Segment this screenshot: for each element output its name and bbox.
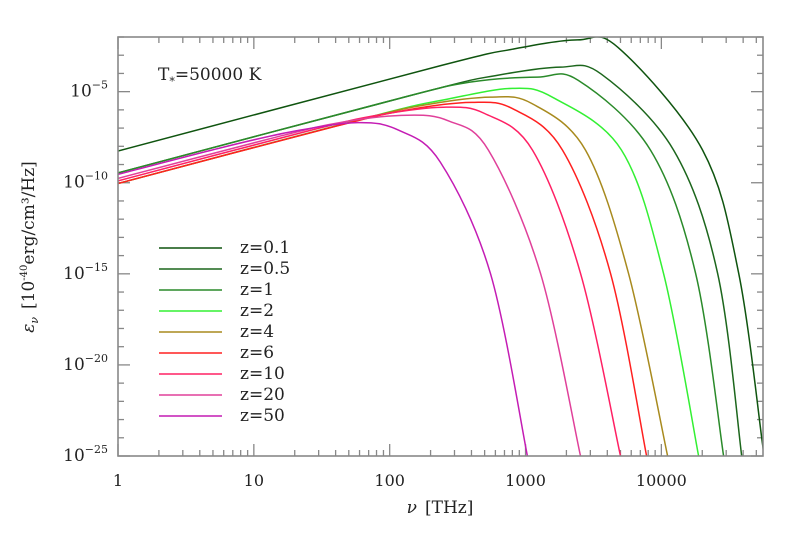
series-line-z-6 (118, 101, 648, 456)
legend-label: z=2 (240, 301, 274, 321)
legend-label: z=0.5 (240, 259, 290, 279)
legend-label: z=50 (240, 406, 285, 426)
legend-label: z=4 (240, 322, 274, 342)
y-tick-label: 10−10 (63, 170, 108, 193)
temperature-annotation: T*=50000 K (158, 65, 262, 88)
plot-frame (117, 36, 764, 457)
legend-label: z=0.1 (240, 238, 290, 258)
y-axis-label: εν[10-40erg/cm³/Hz] (19, 161, 41, 333)
legend-label: z=6 (240, 343, 274, 363)
y-tick-label: 10−15 (63, 261, 108, 284)
legend: z=0.1z=0.5z=1z=2z=4z=6z=10z=20z=50 (159, 238, 290, 426)
x-tick-label: 100 (374, 471, 405, 490)
y-tick-labels: 10−5 10−10 10−15 10−20 10−25 (63, 79, 108, 466)
legend-label: z=10 (240, 364, 285, 384)
series-line-z-50 (118, 121, 529, 456)
x-tick-label: 1 (113, 471, 123, 490)
x-tick-label: 1000 (505, 471, 546, 490)
legend-label: z=1 (240, 280, 274, 300)
series-line-z-10 (118, 106, 622, 456)
x-tick-label: 10000 (636, 471, 687, 490)
x-tick-labels: 1 10 100 1000 10000 (113, 471, 687, 490)
series-lines (118, 37, 763, 456)
y-tick-label: 10−5 (70, 79, 108, 102)
x-tick-label: 10 (244, 471, 264, 490)
legend-label: z=20 (240, 385, 285, 405)
x-axis-label: ν [THz] (407, 498, 474, 518)
series-line-z-1 (118, 73, 725, 456)
series-line-z-20 (118, 114, 582, 456)
y-tick-label: 10−20 (63, 352, 108, 375)
series-line-z-0-1 (118, 37, 763, 454)
y-tick-label: 10−25 (63, 443, 108, 466)
